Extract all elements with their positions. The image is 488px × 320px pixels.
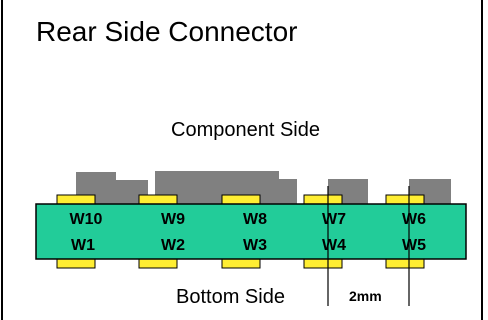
pad-label-bottom: W2 <box>161 237 185 254</box>
pad-label-top: W10 <box>70 211 103 228</box>
circuit-board <box>35 203 467 260</box>
pad-label-top: W9 <box>161 211 185 228</box>
pad-labels-top: W10 W9 W8 W7 W6 <box>70 211 427 228</box>
pad-label-top: W6 <box>402 211 426 228</box>
component-side-label: Component Side <box>171 119 320 141</box>
pitch-dimension-label: 2mm <box>349 288 382 304</box>
component-block <box>279 179 297 204</box>
pad-label-top: W7 <box>322 211 346 228</box>
diagram-title: Rear Side Connector <box>36 16 298 47</box>
pad-label-bottom: W5 <box>402 237 426 254</box>
pad-label-top: W8 <box>243 211 267 228</box>
bottom-side-label: Bottom Side <box>176 286 285 308</box>
pad-label-bottom: W4 <box>322 237 346 254</box>
pad-label-bottom: W3 <box>243 237 267 254</box>
pad-label-bottom: W1 <box>71 237 95 254</box>
